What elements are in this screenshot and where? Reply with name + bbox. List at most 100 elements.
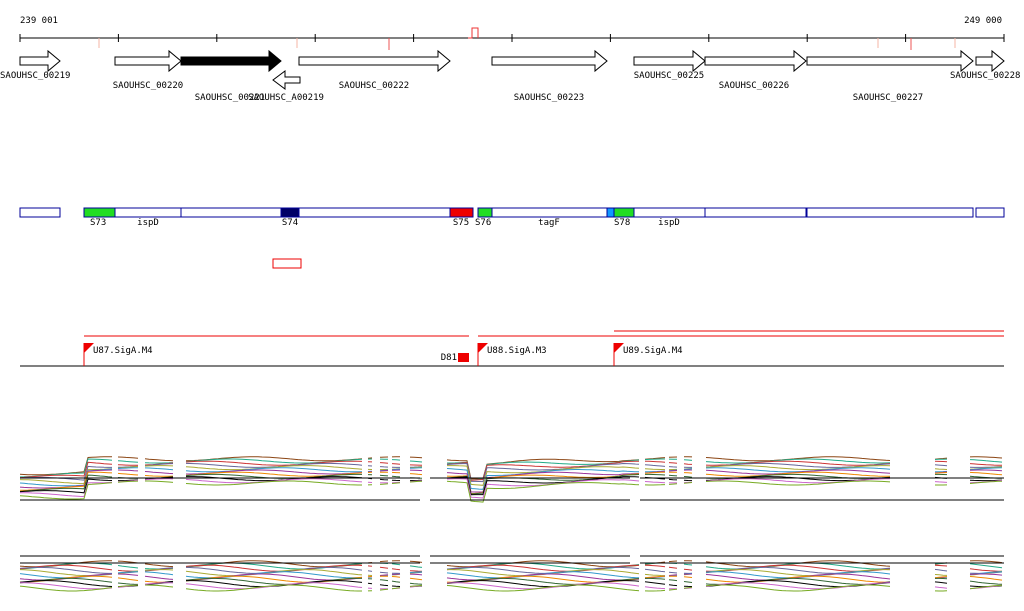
gene-label: SAOUHSC_00222 (339, 81, 409, 91)
expression-trace (185, 460, 363, 466)
expression-trace (379, 474, 389, 477)
expression-trace (644, 575, 666, 579)
expression-trace (19, 458, 113, 478)
expression-trace (446, 480, 640, 503)
segment (806, 207, 974, 218)
gene-arrow (633, 49, 706, 73)
expression-trace (391, 580, 401, 583)
gene-label: SAOUHSC_00219 (0, 71, 70, 81)
gene-arrow (806, 49, 974, 73)
segment (613, 207, 635, 218)
expression-trace (705, 575, 890, 583)
expression-trace (645, 473, 666, 476)
expression-trace (668, 466, 678, 468)
segment (606, 207, 615, 218)
expression-trace (185, 456, 363, 462)
expression-trace (144, 467, 174, 471)
expression-trace (409, 456, 423, 459)
segment-label: S74 (282, 218, 298, 228)
expression-trace (683, 472, 693, 474)
expression-trace (19, 461, 113, 479)
expression-trace (668, 483, 678, 485)
expression-trace (644, 568, 666, 573)
expression-trace (409, 573, 423, 576)
expression-trace (117, 456, 139, 459)
expression-trace (391, 475, 401, 478)
segment-label: S75 (453, 218, 469, 228)
expression-trace (705, 584, 891, 592)
promoter-label: U88.SigA.M3 (487, 346, 547, 356)
expression-trace (409, 560, 423, 563)
expression-trace (969, 480, 1003, 484)
expression-trace (185, 564, 363, 572)
expression-trace (934, 464, 948, 467)
expression-trace (705, 478, 890, 484)
expression-trace (19, 482, 113, 500)
promoter-flag (614, 343, 624, 353)
expression-trace (185, 480, 362, 486)
expression-trace (668, 462, 678, 464)
gene-arrow (491, 49, 608, 73)
promoter-flag (478, 343, 488, 353)
expression-trace (379, 571, 389, 574)
expression-trace (117, 584, 139, 588)
expression-trace (379, 566, 389, 569)
expression-trace (683, 482, 693, 484)
expression-trace (668, 588, 678, 591)
expression-trace (644, 481, 666, 484)
expression-trace (379, 483, 389, 485)
expression-trace (185, 467, 363, 473)
gene-label: SAOUHSC_00228 (950, 71, 1020, 81)
expression-trace (379, 470, 389, 472)
expression-trace (668, 566, 678, 569)
expression-trace (705, 458, 891, 464)
expression-trace (683, 468, 693, 470)
expression-trace (145, 480, 174, 483)
expression-trace (446, 580, 640, 588)
expression-trace (934, 576, 948, 579)
expression-trace (934, 581, 948, 584)
expression-trace (969, 467, 1003, 471)
expression-trace (391, 482, 401, 484)
expression-trace (446, 471, 640, 493)
expression-trace (379, 462, 389, 464)
expression-trace (683, 576, 693, 578)
expression-trace (117, 582, 139, 585)
expression-trace (644, 464, 666, 467)
expression-trace (117, 571, 138, 574)
expression-trace (934, 472, 948, 474)
segment (298, 207, 451, 218)
expression-trace (644, 471, 666, 474)
expression-trace (683, 586, 693, 589)
promoter-label: D81 (441, 353, 457, 363)
expression-trace (409, 480, 423, 483)
expression-trace (969, 560, 1003, 564)
gene-label: SAOUHSC_00223 (514, 93, 584, 103)
expression-trace (19, 580, 113, 587)
expression-trace (409, 565, 423, 568)
expression-trace (144, 471, 174, 475)
expression-trace (705, 471, 890, 477)
expression-trace (379, 588, 389, 591)
expression-trace (144, 582, 174, 585)
expression-trace (409, 467, 423, 469)
expression-trace (446, 458, 640, 480)
expression-trace (683, 459, 693, 461)
expression-trace (644, 564, 666, 568)
segment (449, 207, 474, 218)
expression-trace (969, 463, 1002, 466)
expression-trace (645, 577, 666, 580)
segment-label: S78 (614, 218, 630, 228)
expression-trace (367, 582, 373, 585)
segment (114, 207, 182, 218)
expression-trace (391, 563, 401, 566)
expression-trace (117, 464, 138, 466)
expression-trace (144, 458, 174, 462)
expression-trace (934, 574, 948, 576)
expression-trace (969, 479, 1003, 482)
expression-trace (144, 563, 174, 568)
gene-arrow (298, 49, 451, 73)
expression-trace (379, 478, 389, 481)
segment-label: S76 (475, 218, 491, 228)
